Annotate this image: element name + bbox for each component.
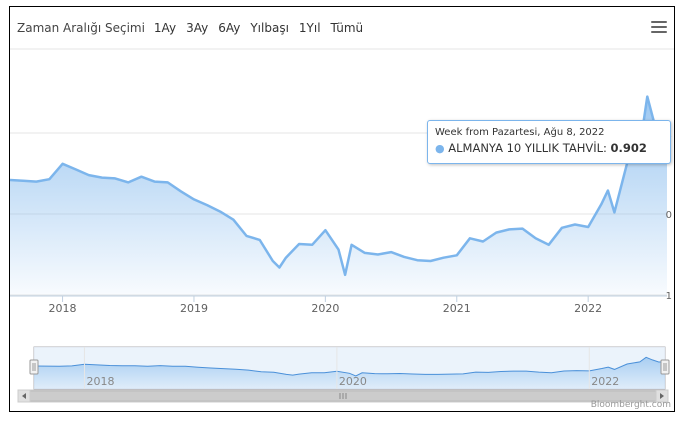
navigator-right-handle[interactable] <box>660 359 670 375</box>
x-tick-label: 2020 <box>311 302 339 315</box>
series-line <box>10 95 668 277</box>
x-tick-label: 2021 <box>443 302 471 315</box>
navigator-area <box>34 357 665 389</box>
tooltip-series-label: ALMANYA 10 YILLIK TAHVİL: <box>448 141 611 155</box>
range-button-all[interactable]: Tümü <box>330 21 364 35</box>
x-tick-label: 2019 <box>180 302 208 315</box>
range-button-3-months[interactable]: 3Ay <box>186 21 209 35</box>
y-tick-label: -1 <box>662 291 672 302</box>
series-area-fill <box>10 96 667 296</box>
x-tick-label: 2018 <box>49 302 77 315</box>
range-button-6-months[interactable]: 6Ay <box>218 21 241 35</box>
range-button-1-month[interactable]: 1Ay <box>153 21 177 35</box>
series-marker-icon: ● <box>435 142 445 155</box>
y-tick-label: 0 <box>666 210 672 221</box>
range-button-ytd[interactable]: Yılbaşı <box>250 21 289 35</box>
navigator-left-handle[interactable] <box>29 359 39 375</box>
navigator-line <box>33 356 666 377</box>
x-tick-label: 2022 <box>574 302 602 315</box>
navigator-x-label: 2018 <box>86 375 114 388</box>
tooltip-value: 0.902 <box>610 141 647 155</box>
navigator-x-label: 2020 <box>339 375 367 388</box>
tooltip-row: ● ALMANYA 10 YILLIK TAHVİL: 0.902 <box>435 141 663 155</box>
scroll-right-arrow-icon <box>660 393 664 399</box>
range-button-1-year[interactable]: 1Yıl <box>298 21 321 35</box>
hamburger-menu-icon[interactable] <box>651 21 667 33</box>
range-selector-label: Zaman Aralığı Seçimi <box>17 21 145 35</box>
tooltip-header: Week from Pazartesi, Ağu 8, 2022 <box>435 127 605 138</box>
navigator-x-label: 2022 <box>591 375 619 388</box>
data-tooltip: Week from Pazartesi, Ağu 8, 2022 ● ALMAN… <box>427 120 671 164</box>
scroll-left-arrow-icon <box>22 393 26 399</box>
credit-link[interactable]: Bloomberght.com <box>590 400 671 410</box>
range-selector: Zaman Aralığı Seçimi 1Ay 3Ay 6Ay Yılbaşı… <box>17 18 368 38</box>
